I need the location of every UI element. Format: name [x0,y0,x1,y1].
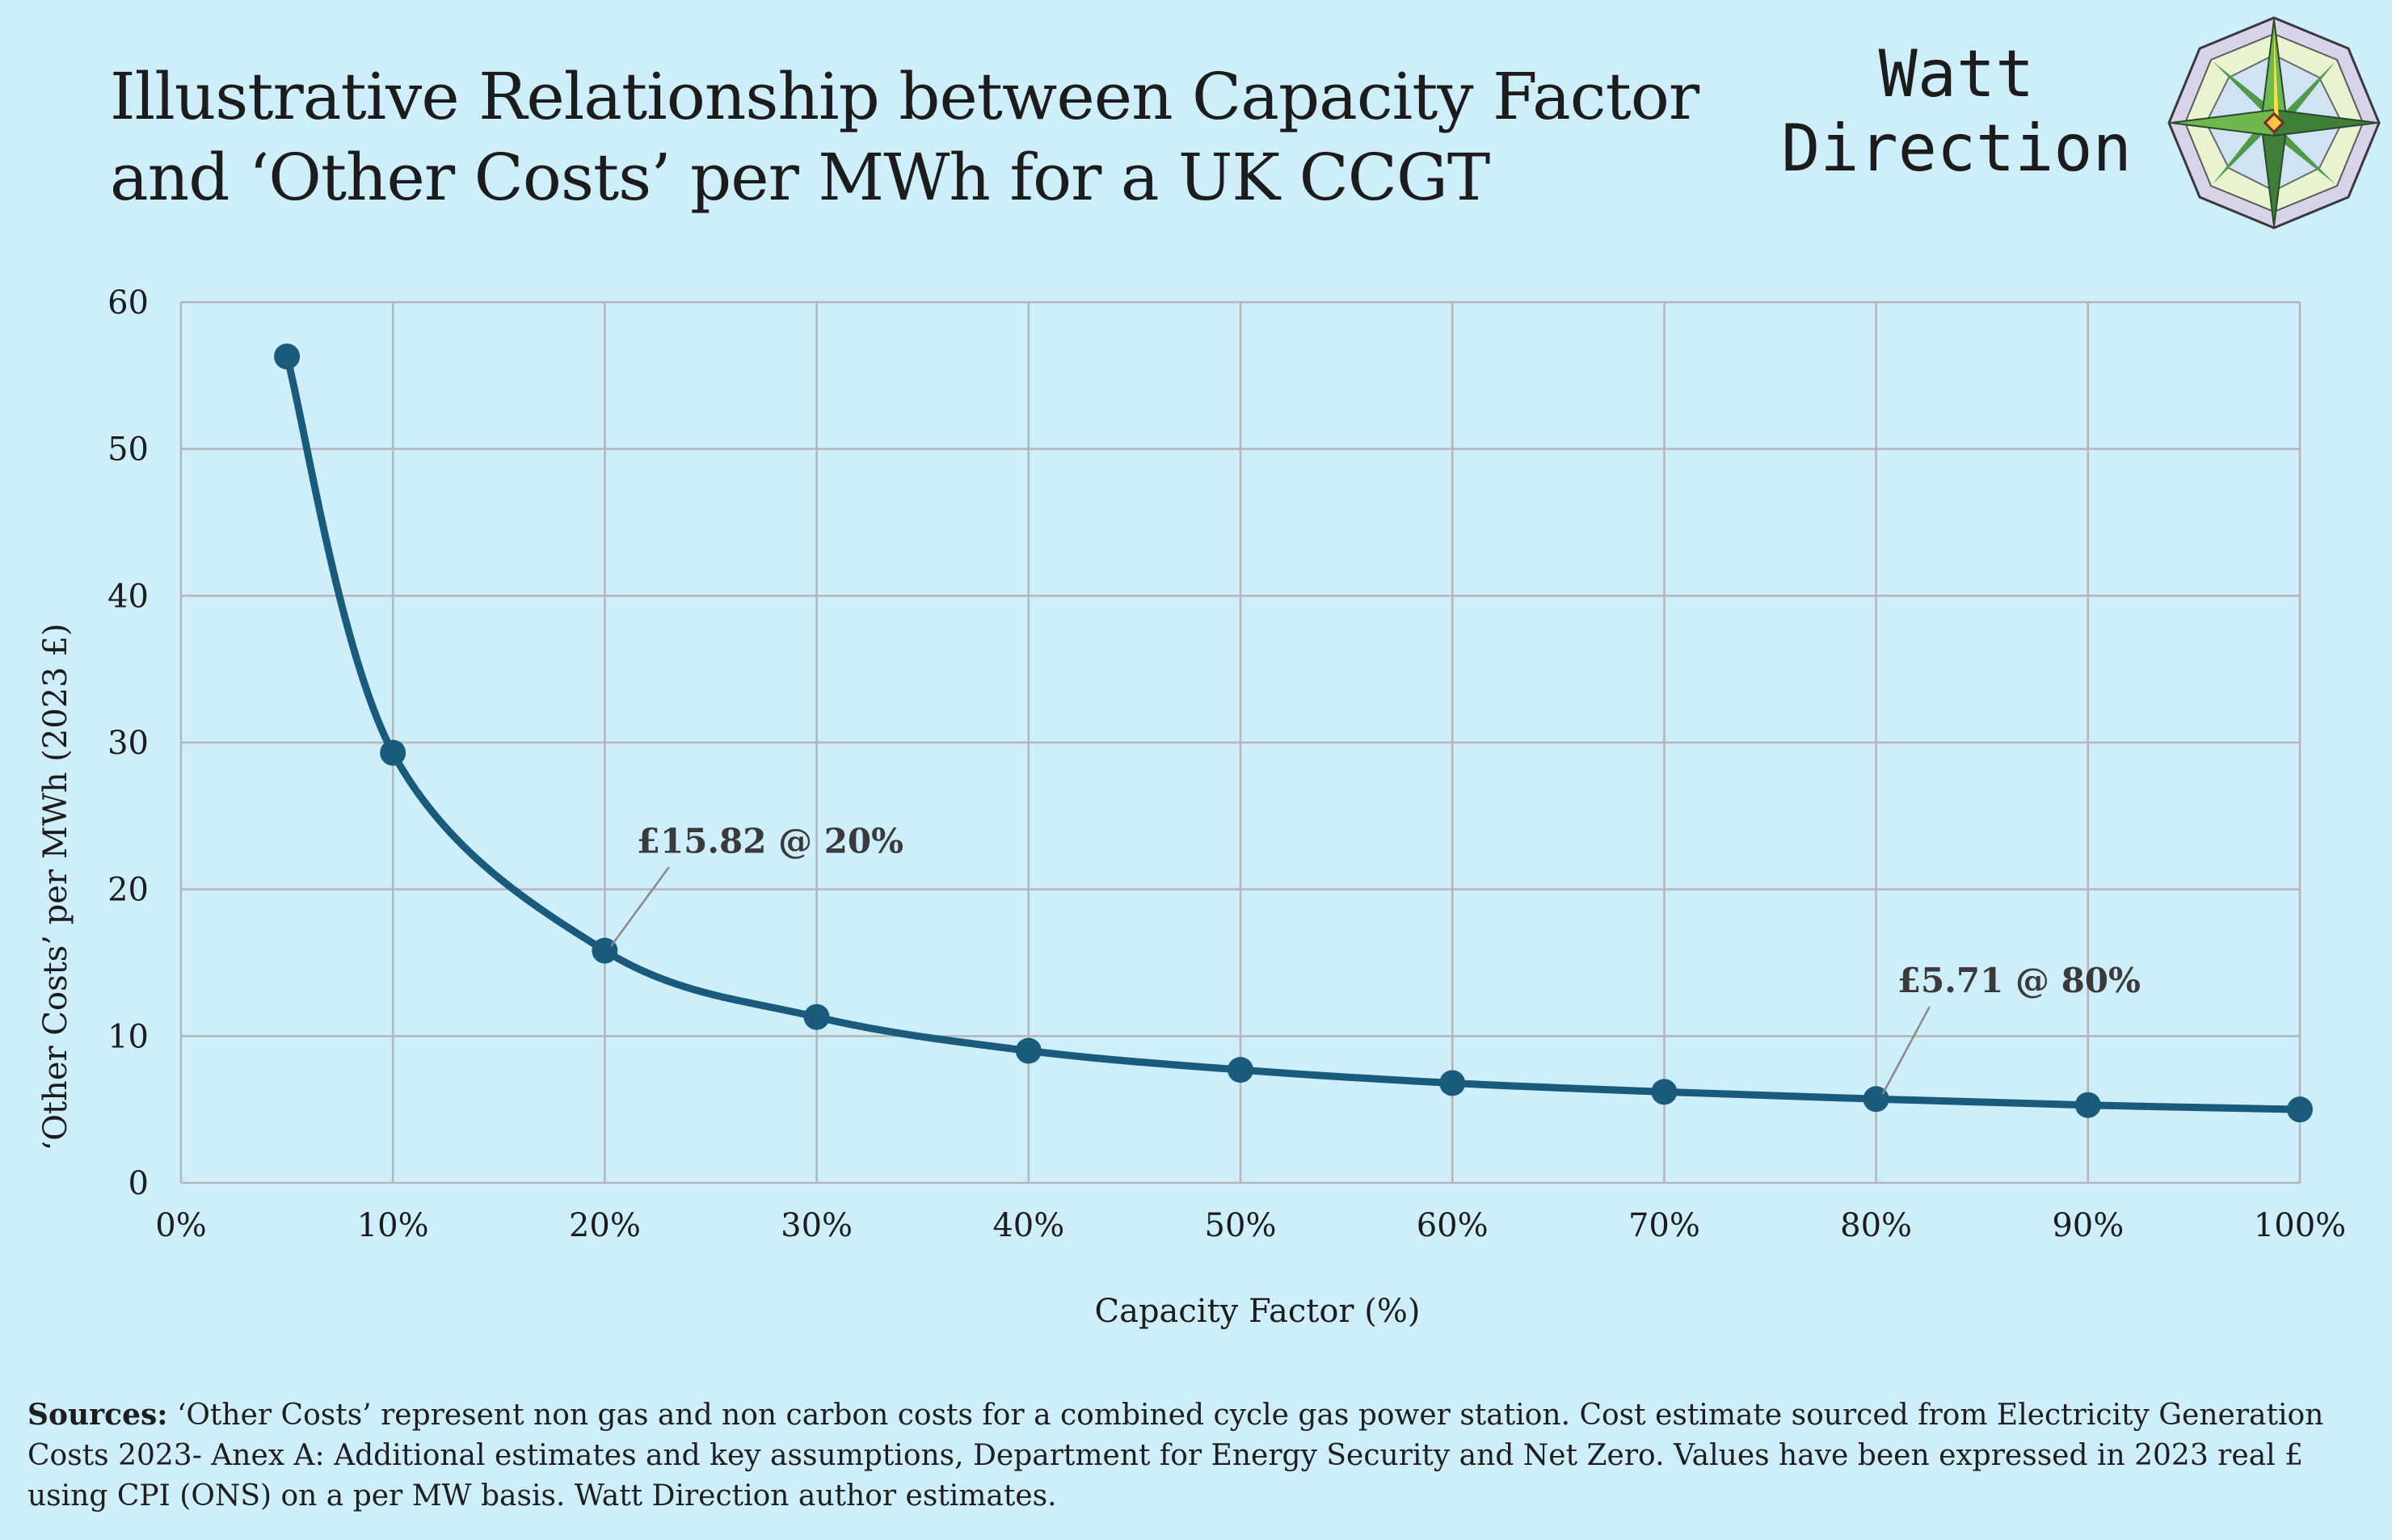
title-line-2: and ‘Other Costs’ per MWh for a UK CCGT [110,140,1490,215]
data-point [803,1004,830,1030]
x-tick-label: 100% [2254,1207,2346,1244]
x-tick-label: 90% [2052,1207,2124,1244]
x-tick-label: 70% [1628,1207,1700,1244]
x-tick-label: 20% [569,1207,641,1244]
chart-title: Illustrative Relationship between Capaci… [110,57,1726,218]
annotation-leader [610,866,670,947]
data-point [2287,1096,2313,1123]
data-label: £15.82 @ 20% [637,821,903,860]
data-point [1228,1057,1253,1083]
title-line-1: Illustrative Relationship between Capaci… [110,59,1699,134]
y-tick-label: 30 [107,725,149,762]
brand-wordmark: Watt Direction [1750,37,2162,186]
x-tick-label: 30% [781,1207,853,1244]
data-point [1439,1070,1466,1096]
sources-text: ‘Other Costs’ represent non gas and non … [27,1399,2324,1513]
x-axis-title: Capacity Factor (%) [1095,1293,1421,1330]
y-tick-label: 0 [128,1165,149,1202]
x-tick-label: 40% [992,1207,1064,1244]
data-point [380,739,406,766]
x-tick-label: 10% [357,1207,429,1244]
x-tick-label: 50% [1205,1207,1277,1244]
y-tick-label: 60 [107,284,149,322]
brand-line-1: Watt [1878,36,2035,112]
sources-note: Sources: ‘Other Costs’ represent non gas… [27,1395,2355,1517]
y-tick-label: 50 [107,431,149,469]
x-tick-label: 80% [1840,1207,1912,1244]
x-tick-label: 0% [155,1207,206,1244]
x-tick-label: 60% [1417,1207,1489,1244]
sources-label: Sources: [27,1398,168,1432]
brand-line-2: Direction [1781,111,2132,186]
y-axis-title: ‘Other Costs’ per MWh (2023 £) [37,624,74,1151]
data-label: £5.71 @ 80% [1897,961,2141,1000]
annotation-leader [1881,1006,1931,1095]
data-point [1651,1079,1678,1105]
data-point [2074,1092,2101,1118]
compass-rose-icon [2167,16,2381,229]
data-point [1015,1037,1042,1064]
series-line [283,352,2304,1113]
y-tick-label: 10 [107,1018,149,1055]
y-tick-label: 40 [107,578,149,615]
y-tick-label: 20 [107,872,149,909]
data-point [274,343,301,370]
